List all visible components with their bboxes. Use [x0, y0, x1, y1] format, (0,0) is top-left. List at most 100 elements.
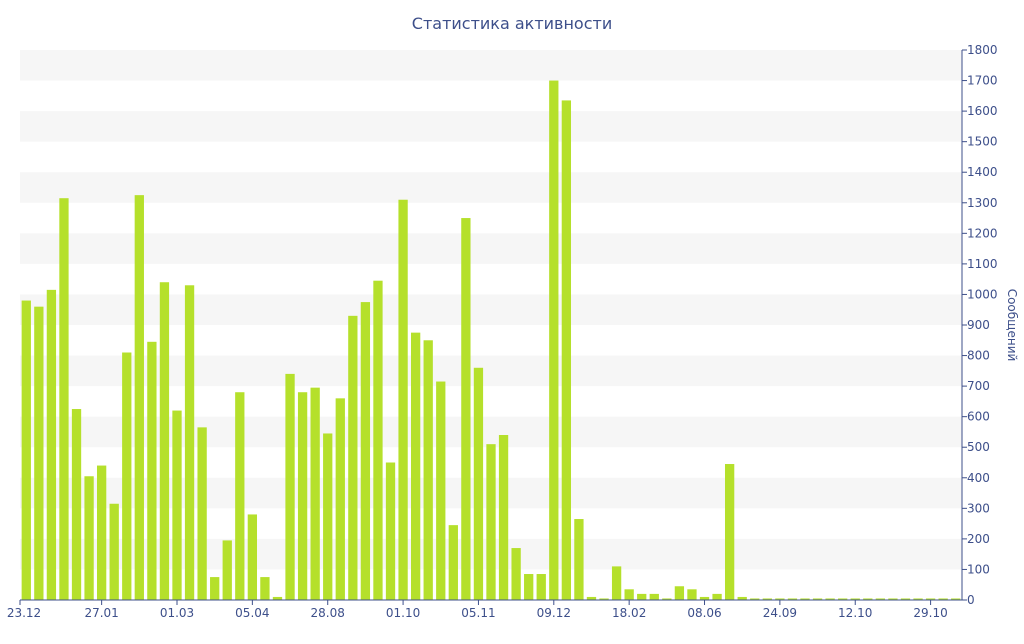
bar	[951, 598, 961, 600]
y-tick-label: 900	[967, 318, 990, 332]
bar	[473, 367, 484, 600]
bar	[71, 409, 82, 600]
bar	[800, 598, 810, 600]
bar	[812, 598, 823, 600]
y-axis-label: Сообщений	[1005, 289, 1019, 362]
bar	[373, 280, 383, 600]
bar	[787, 598, 798, 600]
bar	[599, 598, 609, 600]
bar	[109, 503, 119, 600]
bar	[335, 398, 345, 600]
bar	[611, 566, 622, 600]
grid-band	[20, 233, 962, 264]
bar	[875, 598, 886, 600]
y-tick-label: 1300	[967, 196, 998, 210]
bar	[323, 433, 333, 600]
bar	[84, 476, 94, 600]
bar	[549, 80, 559, 601]
bar	[410, 332, 421, 600]
bar	[59, 198, 69, 600]
bar	[159, 282, 170, 600]
bar	[46, 289, 57, 600]
bar	[674, 586, 685, 600]
y-tick-label: 0	[967, 593, 975, 607]
y-tick-label: 400	[967, 471, 990, 485]
bar	[863, 598, 873, 600]
bars	[21, 80, 961, 601]
y-tick-label: 600	[967, 410, 990, 424]
bar	[536, 574, 546, 600]
x-tick-label: 01.03	[160, 606, 194, 620]
grid-bands	[20, 50, 962, 570]
bar	[398, 199, 408, 600]
bar	[297, 392, 308, 600]
bar	[662, 598, 672, 600]
bar	[385, 462, 396, 600]
bar	[574, 519, 584, 600]
y-tick-label: 1600	[967, 104, 998, 118]
bar	[511, 548, 521, 600]
bar	[96, 465, 107, 600]
bar	[210, 577, 220, 600]
y-tick-label: 300	[967, 501, 990, 515]
bar	[524, 574, 534, 600]
bar	[586, 596, 597, 600]
bar	[197, 427, 207, 600]
bar	[699, 596, 710, 600]
bar	[900, 598, 911, 600]
bar	[134, 195, 144, 600]
x-tick-label: 12.10	[838, 606, 872, 620]
bar	[925, 598, 936, 600]
bar	[938, 598, 948, 600]
bar	[461, 218, 471, 601]
bar	[247, 514, 258, 600]
y-tick-label: 100	[967, 562, 990, 576]
bar	[825, 598, 835, 600]
bar	[712, 593, 722, 600]
x-tick-label: 09.12	[537, 606, 571, 620]
bar	[888, 598, 898, 600]
bar	[122, 352, 132, 600]
bar	[737, 596, 747, 600]
bar	[184, 285, 195, 600]
bar	[172, 410, 182, 600]
y-tick-label: 1500	[967, 135, 998, 149]
grid-band	[20, 355, 962, 387]
x-axis: 23.12 27.01 01.03 05.04 28.08 01.10 05.11 09.12…	[7, 599, 962, 620]
bar	[272, 596, 283, 600]
bar	[310, 387, 320, 600]
grid-band	[20, 50, 962, 81]
x-tick-label: 01.10	[386, 606, 420, 620]
bar	[285, 373, 295, 600]
chart-title: Статистика активности	[411, 14, 613, 33]
x-tick-label: 28.08	[311, 606, 345, 620]
x-tick-label: 23.12	[7, 606, 41, 620]
bar	[423, 340, 433, 600]
y-tick-label: 1100	[967, 257, 998, 271]
bar	[649, 593, 659, 600]
y-tick-label: 700	[967, 379, 990, 393]
bar	[147, 341, 157, 600]
bar	[724, 464, 735, 600]
y-tick-label: 800	[967, 349, 990, 363]
x-tick-label: 18.02	[612, 606, 646, 620]
grid-band	[20, 294, 962, 325]
bar	[235, 392, 245, 600]
y-tick-label: 1400	[967, 165, 998, 179]
bar	[850, 598, 860, 600]
bar	[838, 598, 848, 600]
x-tick-label: 05.11	[461, 606, 495, 620]
bar	[21, 300, 31, 600]
y-tick-label: 1700	[967, 74, 998, 88]
bar	[775, 598, 785, 600]
bar	[486, 444, 496, 600]
bar	[624, 589, 634, 600]
grid-band	[20, 172, 962, 203]
bar	[222, 540, 232, 600]
y-tick-label: 1800	[967, 43, 998, 57]
x-tick-label: 24.09	[763, 606, 797, 620]
bar	[348, 315, 358, 600]
bar	[687, 589, 697, 600]
bar	[34, 306, 44, 600]
